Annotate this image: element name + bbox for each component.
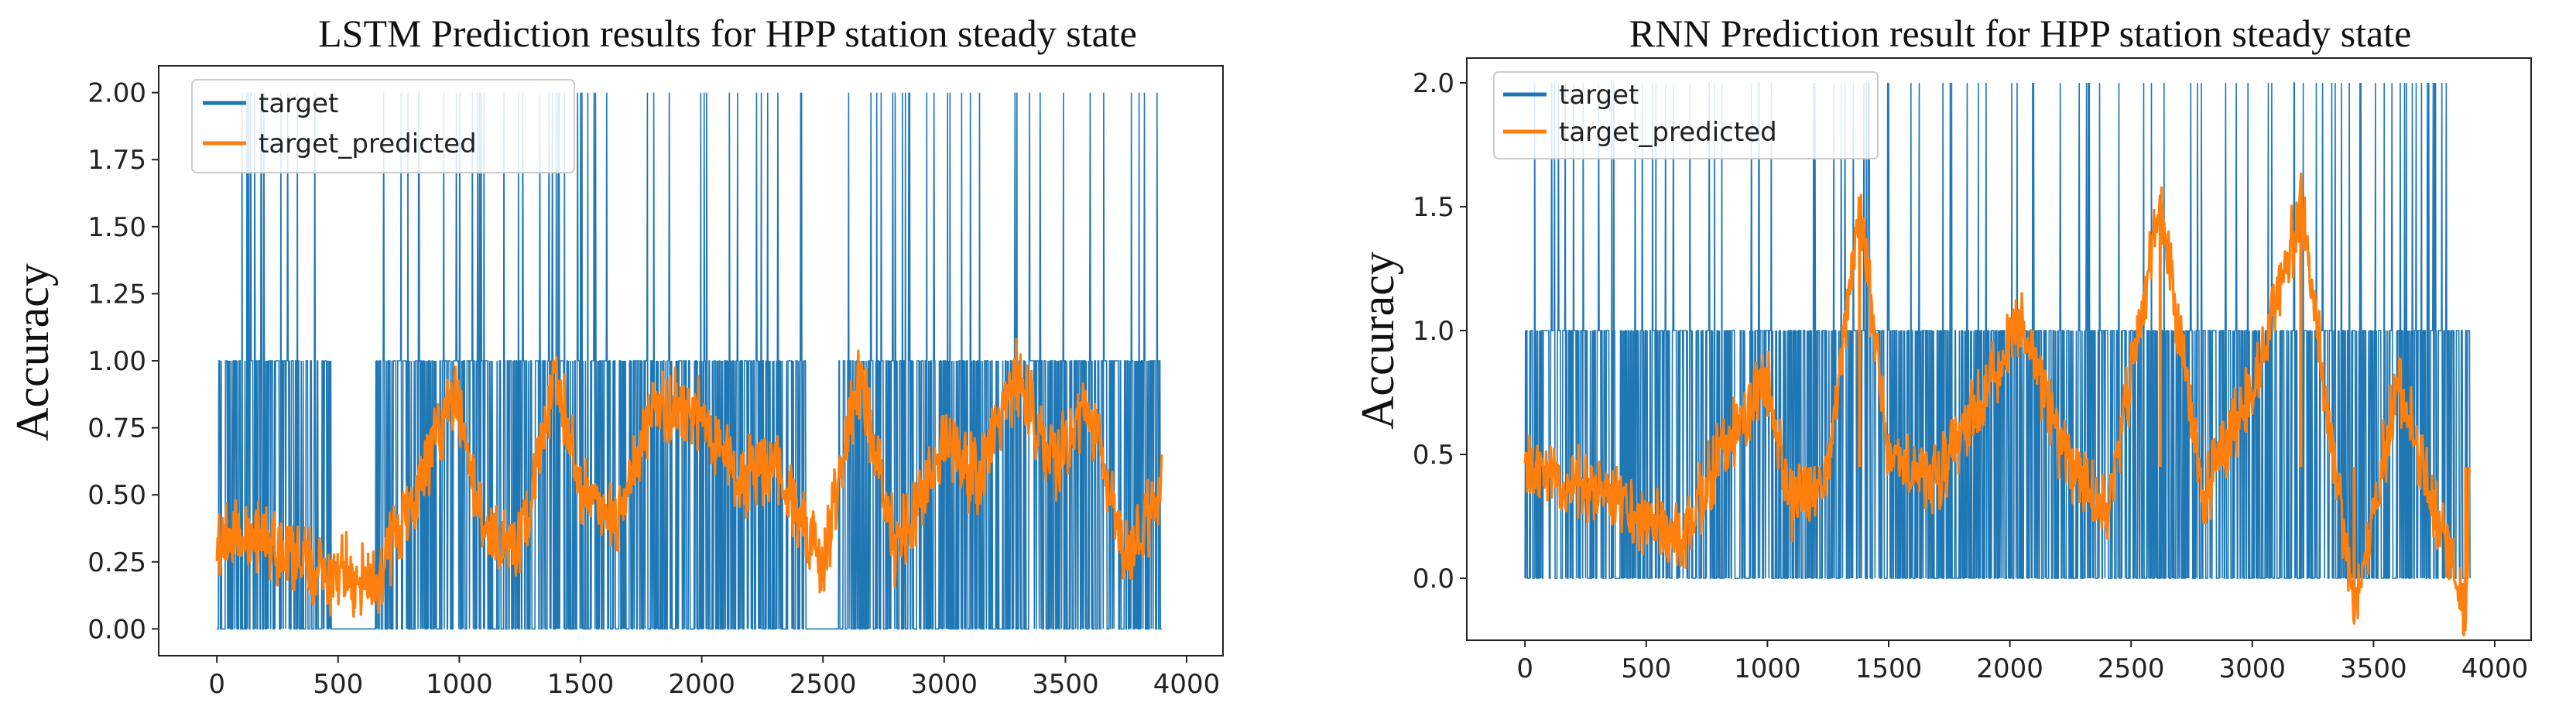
rnn-y-tick-label: 1.5 (1413, 192, 1454, 223)
rnn-x-tick-label: 3500 (2340, 653, 2407, 684)
lstm-x-tick-label: 1000 (426, 669, 493, 700)
rnn-y-tick-label: 0.0 (1413, 564, 1454, 595)
lstm-x-tick-label: 500 (313, 669, 363, 700)
rnn-predicted-line (1523, 172, 2472, 637)
rnn-x-tick-label: 2000 (1976, 653, 2043, 684)
rnn-x-ticks: 0 500 1000 1500 2000 2500 3000 3500 4000 (1516, 640, 2528, 684)
lstm-y-tick-label: 0.00 (87, 614, 146, 645)
lstm-chart-title: LSTM Prediction results for HPP station … (318, 12, 1137, 55)
lstm-y-tick-label: 2.00 (87, 78, 146, 109)
lstm-target-line (217, 91, 1163, 630)
rnn-x-tick-label: 1000 (1734, 653, 1801, 684)
rnn-y-tick-label: 1.0 (1413, 316, 1454, 347)
lstm-chart: LSTM Prediction results for HPP station … (7, 12, 1224, 700)
lstm-x-tick-label: 2000 (668, 669, 735, 700)
rnn-x-tick-label: 1500 (1855, 653, 1923, 684)
rnn-target-line (1524, 82, 2471, 579)
lstm-y-tick-label: 0.50 (87, 480, 146, 511)
rnn-legend-box (1493, 71, 1879, 159)
lstm-x-tick-label: 3000 (911, 669, 978, 700)
lstm-x-tick-label: 4000 (1153, 669, 1221, 700)
lstm-x-tick-label: 3500 (1032, 669, 1099, 700)
lstm-legend: target target_predicted (191, 79, 575, 173)
lstm-y-ticks: 0.00 0.25 0.50 0.75 1.00 1.25 1.50 1.75 2.00 (87, 78, 159, 645)
rnn-x-tick-label: 3000 (2219, 653, 2287, 684)
lstm-legend-predicted-label: target_predicted (259, 129, 477, 159)
lstm-y-tick-label: 1.25 (87, 279, 146, 310)
rnn-legend-predicted-label: target_predicted (1559, 117, 1777, 148)
rnn-y-axis-label: Accuracy (1352, 252, 1403, 430)
lstm-y-tick-label: 1.75 (87, 145, 146, 176)
rnn-legend-target-label: target (1559, 80, 1639, 111)
lstm-x-ticks: 0 500 1000 1500 2000 2500 3000 3500 4000 (208, 656, 1220, 700)
lstm-predicted-line (215, 338, 1163, 619)
rnn-y-ticks: 0.0 0.5 1.0 1.5 2.0 (1413, 68, 1467, 595)
lstm-y-tick-label: 0.75 (87, 413, 146, 444)
lstm-y-tick-label: 1.50 (87, 212, 146, 243)
rnn-legend: target target_predicted (1493, 71, 1879, 159)
rnn-chart: RNN Prediction result for HPP station st… (1352, 12, 2532, 684)
lstm-y-axis-label: Accuracy (7, 263, 58, 441)
lstm-x-tick-label: 1500 (547, 669, 615, 700)
rnn-x-tick-label: 0 (1516, 653, 1533, 684)
rnn-y-tick-label: 0.5 (1413, 440, 1454, 471)
lstm-y-tick-label: 1.00 (87, 346, 146, 377)
lstm-x-tick-label: 0 (208, 669, 225, 700)
rnn-x-tick-label: 4000 (2461, 653, 2529, 684)
lstm-x-tick-label: 2500 (790, 669, 857, 700)
lstm-y-tick-label: 0.25 (87, 547, 146, 578)
lstm-legend-box (191, 79, 575, 173)
rnn-y-tick-label: 2.0 (1413, 68, 1454, 99)
lstm-legend-target-label: target (259, 88, 338, 119)
rnn-x-tick-label: 2500 (2098, 653, 2165, 684)
rnn-x-tick-label: 500 (1621, 653, 1671, 684)
rnn-chart-title: RNN Prediction result for HPP station st… (1629, 12, 2412, 55)
